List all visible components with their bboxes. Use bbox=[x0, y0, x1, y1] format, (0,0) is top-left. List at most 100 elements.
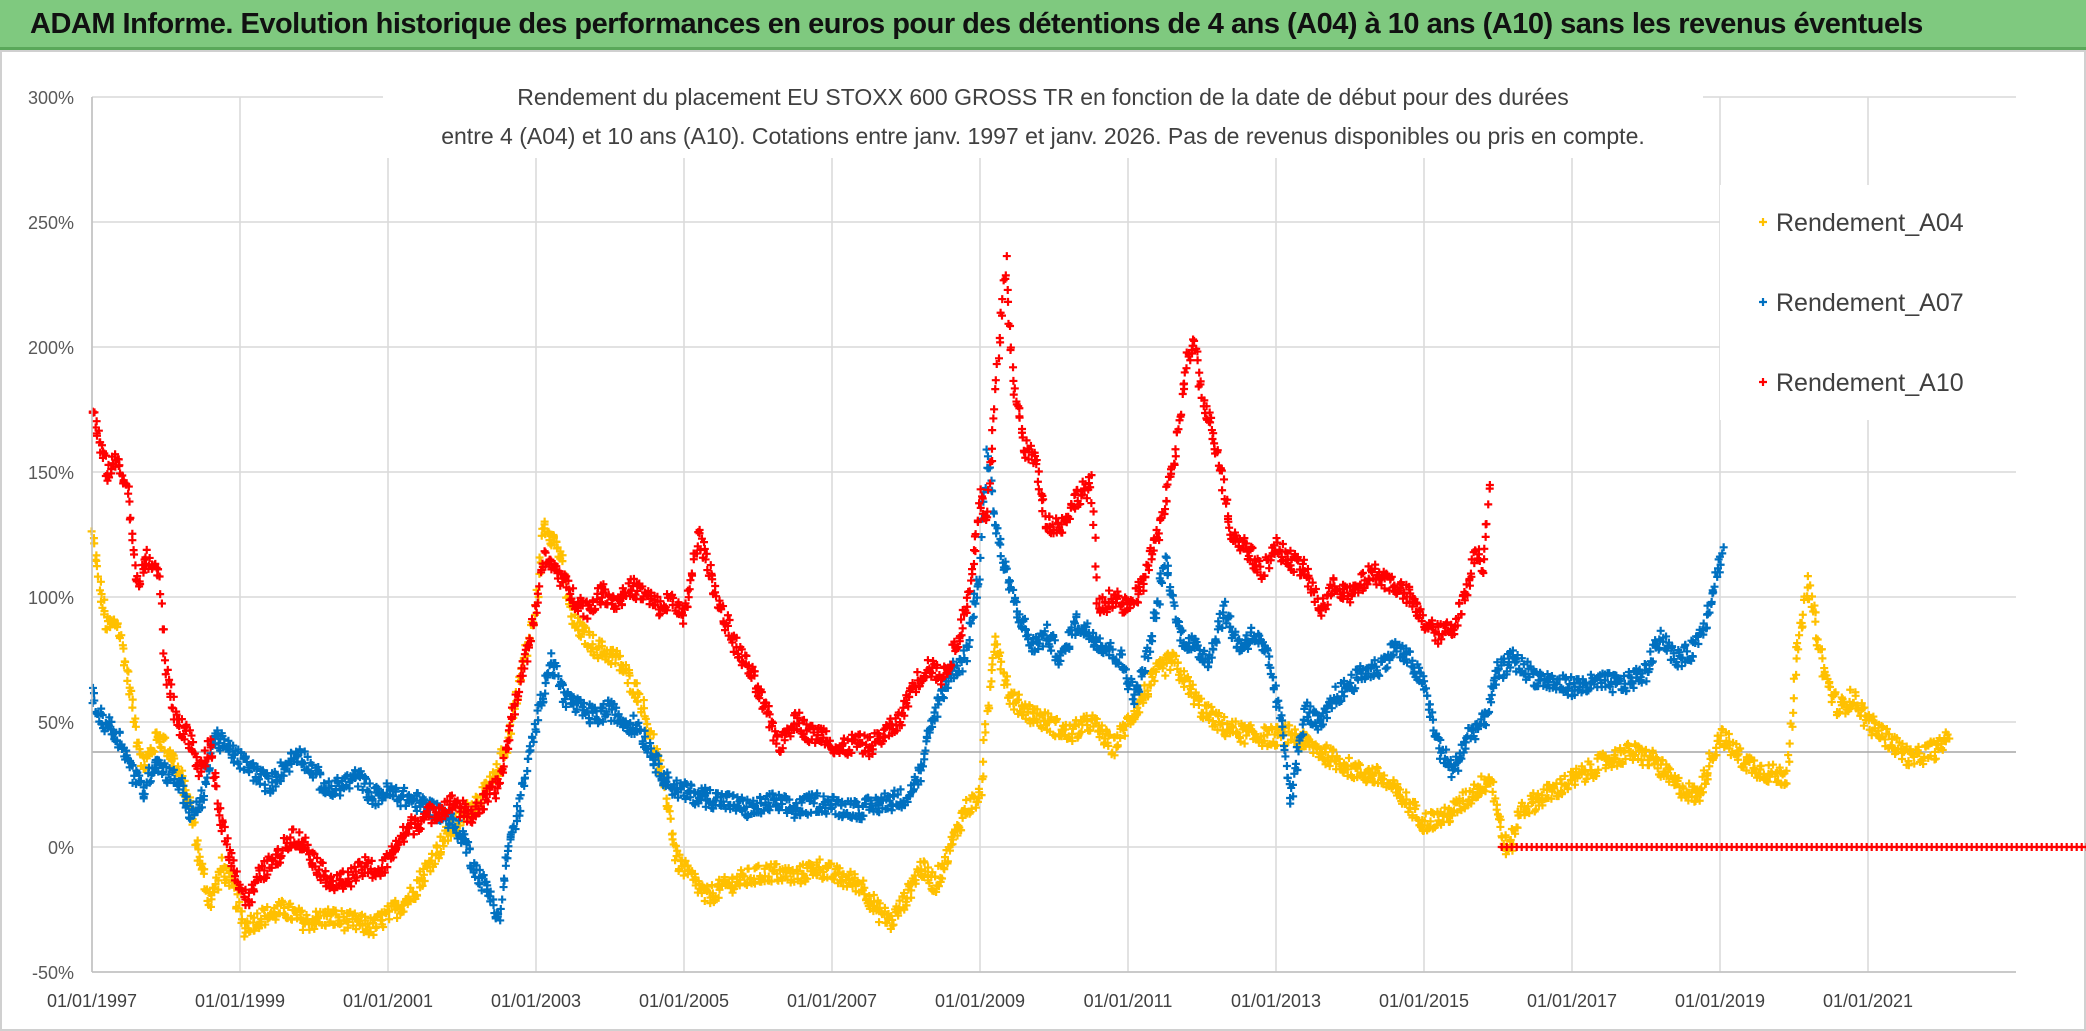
data-point bbox=[1501, 831, 1510, 840]
data-point bbox=[681, 856, 690, 865]
data-point bbox=[124, 667, 133, 676]
data-point bbox=[96, 577, 105, 586]
data-point bbox=[649, 730, 658, 739]
data-point bbox=[815, 855, 824, 864]
data-point bbox=[1146, 681, 1155, 690]
data-point bbox=[250, 926, 259, 935]
data-point bbox=[889, 920, 898, 929]
data-point bbox=[1220, 713, 1229, 722]
data-point bbox=[807, 860, 816, 869]
data-point bbox=[834, 868, 843, 877]
data-point bbox=[1341, 761, 1350, 770]
data-point bbox=[128, 703, 137, 712]
data-point bbox=[1240, 739, 1249, 748]
data-point bbox=[615, 651, 624, 660]
data-point bbox=[540, 517, 549, 526]
data-point bbox=[1473, 792, 1482, 801]
data-point bbox=[662, 794, 671, 803]
data-point bbox=[1511, 829, 1520, 838]
data-point bbox=[799, 870, 808, 879]
data-point bbox=[1491, 794, 1500, 803]
data-point bbox=[97, 590, 106, 599]
data-point bbox=[296, 913, 305, 922]
data-point bbox=[1033, 705, 1042, 714]
data-point bbox=[243, 917, 252, 926]
data-point bbox=[1785, 739, 1794, 748]
data-point bbox=[1813, 635, 1822, 644]
data-point bbox=[131, 722, 140, 731]
data-point bbox=[203, 896, 212, 905]
data-point bbox=[314, 914, 323, 923]
data-point bbox=[545, 529, 554, 538]
data-point bbox=[754, 861, 763, 870]
data-point bbox=[1092, 714, 1101, 723]
data-point bbox=[240, 932, 249, 941]
data-point bbox=[336, 791, 345, 800]
data-point bbox=[222, 875, 231, 884]
data-point bbox=[310, 924, 319, 933]
data-point bbox=[1642, 677, 1651, 686]
data-point bbox=[945, 846, 954, 855]
data-point bbox=[1166, 665, 1175, 674]
data-point bbox=[1803, 572, 1812, 581]
data-point bbox=[1513, 823, 1522, 832]
data-point bbox=[235, 764, 244, 773]
data-point bbox=[214, 885, 223, 894]
data-point bbox=[665, 807, 674, 816]
data-point bbox=[992, 529, 1001, 538]
data-point bbox=[835, 864, 844, 873]
data-point bbox=[1558, 788, 1567, 797]
data-point bbox=[1448, 811, 1457, 820]
data-point bbox=[629, 711, 638, 720]
data-point bbox=[859, 876, 868, 885]
data-point bbox=[1291, 759, 1300, 768]
data-point bbox=[1373, 764, 1382, 773]
data-point bbox=[379, 923, 388, 932]
data-point bbox=[987, 677, 996, 686]
data-point bbox=[873, 904, 882, 913]
data-point bbox=[664, 802, 673, 811]
data-point bbox=[943, 857, 952, 866]
data-point bbox=[635, 690, 644, 699]
data-point bbox=[740, 872, 749, 881]
data-point bbox=[1068, 736, 1077, 745]
data-point bbox=[576, 632, 585, 641]
data-point bbox=[443, 836, 452, 845]
data-point bbox=[406, 883, 415, 892]
data-point bbox=[986, 682, 995, 691]
data-point bbox=[385, 915, 394, 924]
data-point bbox=[1161, 671, 1170, 680]
data-point bbox=[436, 848, 445, 857]
data-point bbox=[1151, 667, 1160, 676]
data-point bbox=[1570, 780, 1579, 789]
data-point bbox=[1229, 723, 1237, 732]
data-point bbox=[1381, 664, 1390, 673]
data-point bbox=[1221, 732, 1230, 741]
data-point bbox=[988, 654, 997, 663]
data-point bbox=[426, 867, 435, 876]
data-point bbox=[1798, 610, 1807, 619]
data-point bbox=[1072, 716, 1081, 725]
data-point bbox=[723, 611, 732, 620]
data-point bbox=[420, 877, 429, 886]
data-point bbox=[1285, 721, 1294, 730]
data-point bbox=[1144, 692, 1152, 701]
data-point bbox=[1480, 775, 1489, 784]
data-point bbox=[977, 791, 986, 800]
data-point bbox=[869, 891, 878, 900]
data-point bbox=[767, 877, 776, 886]
data-point bbox=[750, 879, 759, 888]
data-point bbox=[948, 835, 957, 844]
data-point bbox=[880, 903, 889, 912]
data-point bbox=[1789, 708, 1798, 717]
data-point bbox=[608, 645, 617, 654]
data-point bbox=[928, 868, 937, 877]
data-point bbox=[1077, 727, 1086, 736]
data-point bbox=[1489, 778, 1498, 787]
data-point bbox=[675, 850, 684, 859]
data-point bbox=[505, 721, 514, 730]
data-point bbox=[895, 896, 904, 905]
data-point bbox=[1183, 673, 1192, 682]
data-point bbox=[558, 557, 567, 566]
data-point bbox=[666, 814, 675, 823]
